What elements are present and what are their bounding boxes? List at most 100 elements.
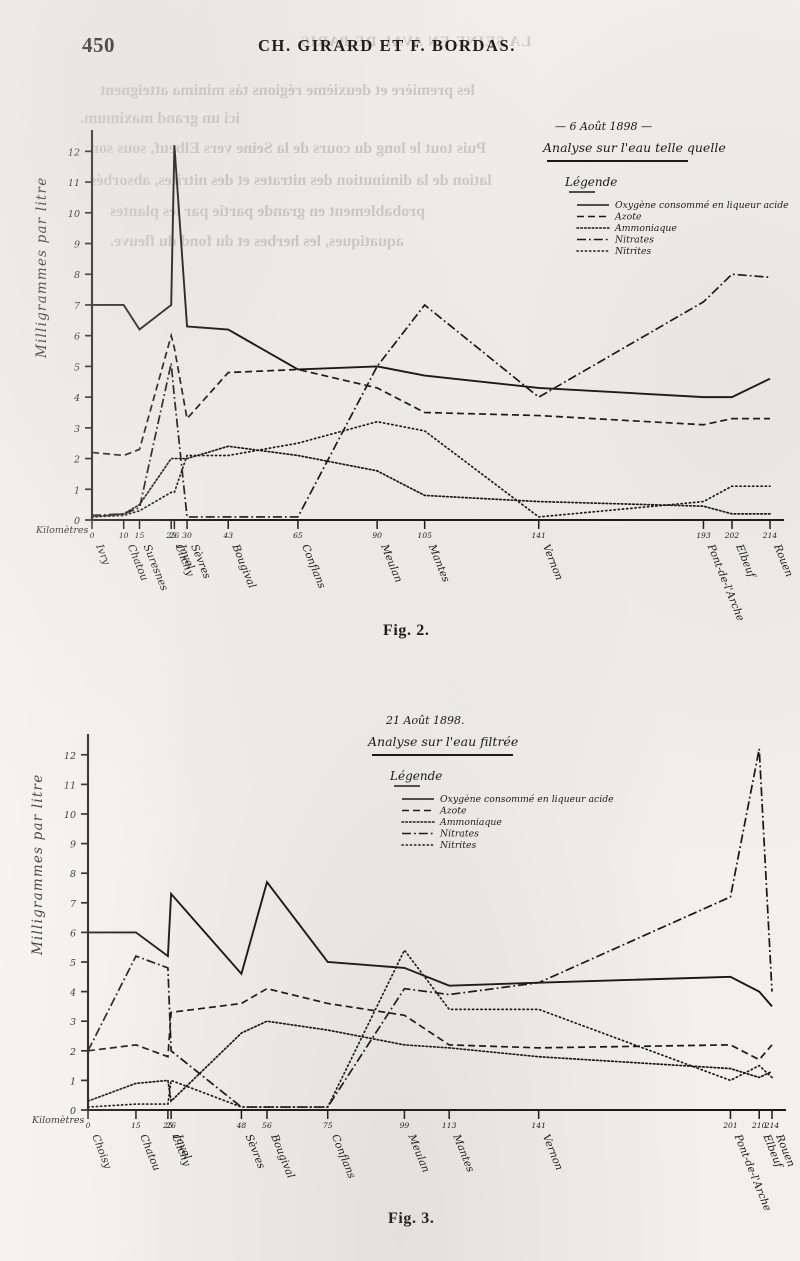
legend-label: Nitrates xyxy=(439,829,479,840)
svg-text:0: 0 xyxy=(86,1121,91,1130)
station-label: Meulan xyxy=(405,1132,432,1175)
svg-text:10: 10 xyxy=(64,810,76,821)
svg-text:2: 2 xyxy=(73,455,80,466)
svg-text:75: 75 xyxy=(323,1121,333,1130)
svg-text:6: 6 xyxy=(74,332,80,343)
legend-label: Nitrites xyxy=(614,246,651,257)
svg-text:5: 5 xyxy=(70,958,76,969)
station-label: Vernon xyxy=(540,1133,565,1173)
svg-text:25: 25 xyxy=(162,1121,173,1130)
legend-label: Oxygène consommé en liqueur acide xyxy=(440,794,614,805)
svg-text:5: 5 xyxy=(74,362,80,373)
series-line xyxy=(91,445,771,518)
annotation-block: — 6 Août 1898 — Analyse sur l'eau telle q… xyxy=(542,120,789,257)
svg-text:11: 11 xyxy=(68,178,80,189)
legend-label: Ammoniaque xyxy=(439,817,502,828)
svg-text:9: 9 xyxy=(74,240,80,251)
page-folio: 450 xyxy=(82,33,115,57)
x-axis-ticks: 0Choisy15Chatou25Clichy26Javel48Sèvres56… xyxy=(86,1110,797,1213)
y-axis-label: Milligrammes par litre xyxy=(34,177,50,359)
svg-text:48: 48 xyxy=(236,1121,247,1130)
legend-label: Azote xyxy=(439,806,467,817)
station-label: Choisy xyxy=(89,1133,114,1172)
svg-text:30: 30 xyxy=(182,531,192,540)
svg-text:141: 141 xyxy=(531,1121,546,1130)
svg-text:9: 9 xyxy=(70,840,76,851)
chart-subtitle: Analyse sur l'eau filtrée xyxy=(367,734,518,749)
station-label: Meulan xyxy=(378,542,405,585)
svg-text:4: 4 xyxy=(73,393,80,404)
svg-text:6: 6 xyxy=(70,928,76,939)
svg-text:65: 65 xyxy=(293,531,303,540)
svg-text:0: 0 xyxy=(90,531,95,540)
station-label: Mantes xyxy=(426,542,453,585)
svg-text:214: 214 xyxy=(762,531,778,540)
svg-text:12: 12 xyxy=(68,147,80,158)
svg-text:7: 7 xyxy=(74,301,81,312)
svg-text:1: 1 xyxy=(70,1076,76,1087)
svg-text:0: 0 xyxy=(70,1106,76,1117)
legend-label: Nitrates xyxy=(614,235,654,246)
svg-text:12: 12 xyxy=(64,751,76,762)
svg-text:3: 3 xyxy=(74,424,80,435)
station-label: Conflans xyxy=(329,1133,358,1181)
svg-text:43: 43 xyxy=(222,531,233,540)
svg-text:214: 214 xyxy=(764,1121,780,1130)
series-line xyxy=(91,420,771,518)
station-label: Vernon xyxy=(540,543,565,583)
station-label: Mantes xyxy=(450,1132,477,1175)
data-series xyxy=(87,748,773,1108)
station-label: Bougival xyxy=(268,1132,297,1180)
svg-text:2: 2 xyxy=(69,1047,76,1058)
series-line xyxy=(87,1020,773,1103)
series-line xyxy=(91,273,771,518)
svg-text:3: 3 xyxy=(70,1017,76,1028)
axes xyxy=(86,734,786,1112)
figure-2-caption: Fig. 2. xyxy=(383,622,430,639)
station-label: Ivry xyxy=(93,542,113,568)
date-header: 21 Août 1898. xyxy=(385,714,465,727)
svg-text:15: 15 xyxy=(135,531,145,540)
svg-text:90: 90 xyxy=(372,531,382,540)
axes xyxy=(90,130,784,522)
series-line xyxy=(91,332,770,457)
x-axis-ticks: 0Ivry10Chatou15Suresnes25Clichy26Javel30… xyxy=(90,520,795,623)
station-label: Elbeuf xyxy=(733,542,758,581)
data-series xyxy=(91,145,771,518)
svg-text:56: 56 xyxy=(262,1121,272,1130)
x-axis-label: Kilomètres xyxy=(35,525,89,536)
station-label: Rouen xyxy=(771,542,795,579)
svg-text:7: 7 xyxy=(70,899,77,910)
svg-text:25: 25 xyxy=(165,531,176,540)
svg-text:113: 113 xyxy=(442,1121,457,1130)
svg-text:141: 141 xyxy=(531,531,546,540)
figure-3-caption: Fig. 3. xyxy=(388,1210,435,1227)
figure-3: 0 1 2 3 4 5 6 7 8 9 10 11 12 Milligrammes par litre Ki… xyxy=(0,700,800,1213)
legend-label: Nitrites xyxy=(439,840,476,851)
station-label: Bougival xyxy=(229,542,258,590)
svg-text:10: 10 xyxy=(68,209,80,220)
x-axis-label: Kilomètres xyxy=(31,1115,85,1126)
chart-subtitle: Analyse sur l'eau telle quelle xyxy=(542,140,726,155)
legend-label: Ammoniaque xyxy=(614,223,677,234)
svg-text:210: 210 xyxy=(751,1121,767,1130)
svg-text:26: 26 xyxy=(165,1121,176,1130)
figure-2: 0 1 2 3 4 5 6 7 8 9 10 11 12 Milligrammes par litre Ki… xyxy=(0,100,800,623)
y-axis-label: Milligrammes par litre xyxy=(30,774,46,956)
date-header: — 6 Août 1898 — xyxy=(555,120,652,133)
svg-text:8: 8 xyxy=(70,869,76,880)
legend-title: Légende xyxy=(564,175,617,189)
series-line xyxy=(88,879,773,1008)
station-label: Sèvres xyxy=(243,1133,268,1171)
svg-text:11: 11 xyxy=(64,780,76,791)
station-label: Conflans xyxy=(299,543,328,591)
legend-label: Azote xyxy=(614,212,642,223)
svg-text:15: 15 xyxy=(131,1121,141,1130)
running-head: CH. GIRARD ET F. BORDAS. xyxy=(258,36,516,55)
svg-text:105: 105 xyxy=(417,531,432,540)
series-line xyxy=(87,987,773,1061)
